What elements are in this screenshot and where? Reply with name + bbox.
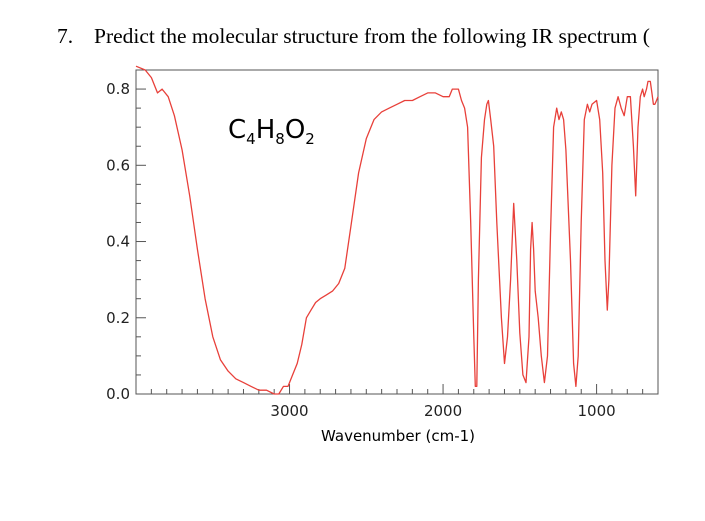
x-tick-label: 1000 [577, 402, 615, 420]
x-axis-title: Wavenumber (cm-1) [321, 427, 475, 445]
formula-count: 4 [246, 130, 256, 148]
question-prompt: Predict the molecular structure from the… [94, 24, 650, 48]
formula-symbol: O [285, 115, 305, 145]
y-tick-label: 0.8 [106, 80, 130, 98]
y-tick-label: 0.2 [106, 309, 130, 327]
x-axis: 3000 2000 1000 [150, 384, 644, 420]
y-tick-label: 0.0 [106, 385, 130, 403]
formula-symbol: H [256, 115, 276, 145]
plot-frame [135, 69, 659, 395]
y-tick-label: 0.4 [106, 233, 130, 251]
question-text: 7. Predict the molecular structure from t… [57, 24, 705, 49]
x-tick-label: 3000 [270, 402, 308, 420]
formula-count: 2 [305, 130, 315, 148]
x-tick-label: 2000 [424, 402, 462, 420]
formula-symbol: C [228, 115, 246, 145]
y-axis: 0.0 0.2 0.4 0.6 0.8 [106, 69, 146, 403]
molecular-formula-label: C4H8O2 [228, 115, 315, 148]
y-tick-label: 0.6 [106, 156, 130, 174]
spectrum-line [135, 65, 659, 395]
formula-count: 8 [275, 130, 285, 148]
question-number: 7. [57, 24, 74, 48]
